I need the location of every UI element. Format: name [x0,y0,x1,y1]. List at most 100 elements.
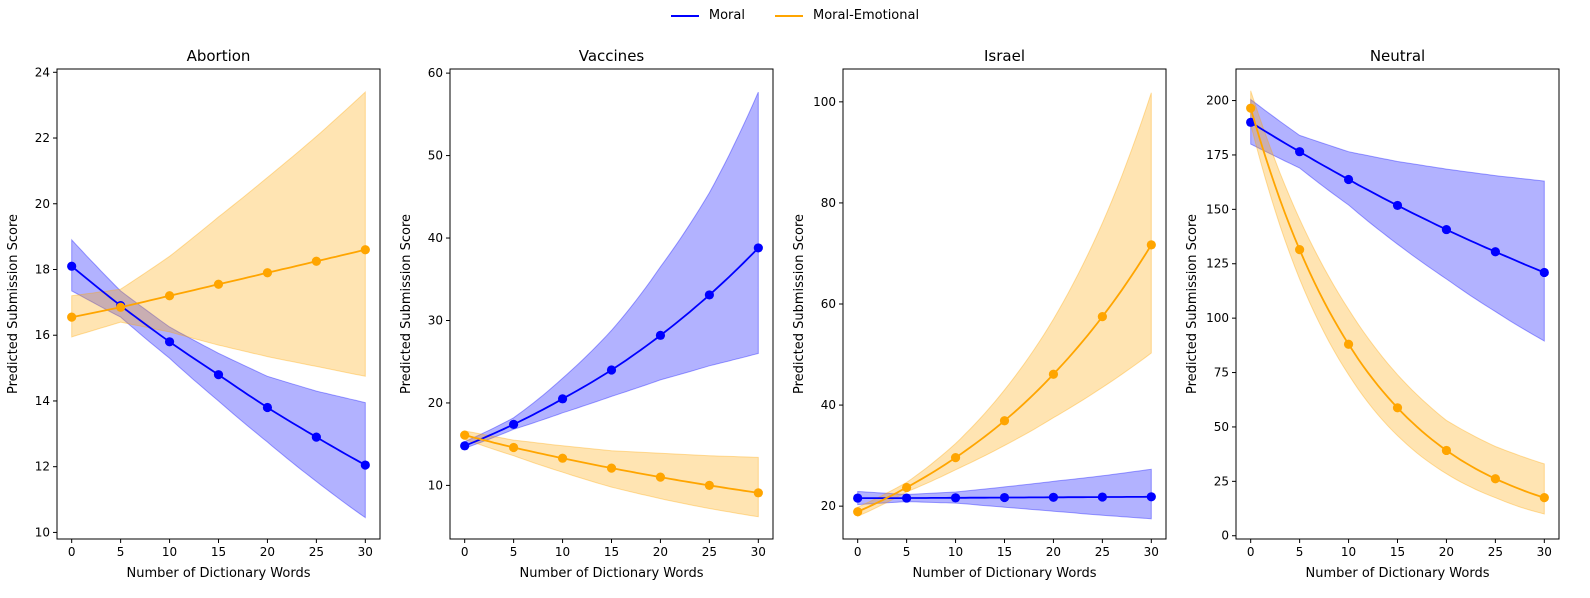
abortion-point-moral-25 [311,432,321,442]
israel-point-moral-20 [1048,492,1059,502]
abortion-xtick-label-0: 0 [68,545,76,559]
israel-title: Israel [984,47,1025,65]
israel-xtick-label-20: 20 [1046,545,1061,559]
abortion-ylabel: Predicted Submission Score [6,214,21,394]
abortion-ytick-label-14: 14 [35,394,50,408]
vaccines-point-moral-emotional-0 [460,430,470,440]
legend-label-moral: Moral [708,8,745,23]
vaccines-point-moral-emotional-20 [655,472,666,482]
neutral-xtick-label-20: 20 [1439,545,1454,559]
abortion-point-moral-emotional-15 [213,279,224,289]
israel-xtick-label-10: 10 [948,545,963,559]
abortion-ytick-label-10: 10 [35,525,50,539]
abortion-point-moral-10 [164,337,175,347]
israel-point-moral-5 [902,493,912,503]
israel-point-moral-emotional-5 [902,482,912,493]
neutral-point-moral-emotional-0 [1246,103,1256,113]
israel-xtick-label-5: 5 [903,545,911,559]
vaccines-point-moral-30 [753,243,763,253]
neutral-point-moral-10 [1343,174,1354,185]
vaccines-ytick-label-30: 30 [428,313,443,327]
israel-point-moral-emotional-10 [950,453,961,463]
neutral-point-moral-25 [1490,247,1500,257]
israel-xlabel: Number of Dictionary Words [912,566,1096,581]
neutral-point-moral-emotional-25 [1490,474,1500,484]
abortion-point-moral-emotional-20 [262,268,273,278]
israel-point-moral-emotional-0 [853,507,863,517]
legend-label-moral-emotional: Moral-Emotional [812,8,920,23]
israel-ytick-label-80: 80 [821,196,836,210]
neutral-point-moral-0 [1246,117,1256,127]
vaccines-xtick-label-20: 20 [653,545,668,559]
abortion-ytick-label-24: 24 [35,65,50,79]
vaccines-point-moral-15 [606,365,617,375]
neutral-ytick-label-75: 75 [1214,366,1229,380]
abortion-xtick-label-15: 15 [211,545,226,559]
neutral-xtick-label-5: 5 [1296,545,1304,559]
abortion-title: Abortion [187,47,251,65]
neutral-ytick-label-125: 125 [1206,257,1229,271]
neutral-ytick-label-50: 50 [1214,420,1229,434]
neutral-point-moral-emotional-15 [1392,403,1403,413]
vaccines-point-moral-0 [460,441,470,451]
vaccines-point-moral-20 [655,330,666,340]
abortion-point-moral-emotional-0 [67,312,77,322]
israel-point-moral-25 [1097,492,1107,502]
abortion-xtick-label-5: 5 [117,545,125,559]
vaccines-xtick-label-10: 10 [555,545,570,559]
vaccines-point-moral-emotional-5 [509,442,519,453]
abortion-point-moral-30 [360,460,370,470]
vaccines-point-moral-emotional-15 [606,463,617,473]
neutral-point-moral-20 [1441,224,1452,235]
neutral-point-moral-emotional-5 [1295,245,1305,255]
neutral-ytick-label-100: 100 [1206,311,1229,325]
vaccines-ytick-label-60: 60 [428,66,443,80]
vaccines-band-moral-emotional [464,430,759,518]
abortion-xlabel: Number of Dictionary Words [126,566,310,581]
israel-point-moral-emotional-15 [999,416,1010,426]
israel-point-moral-15 [999,492,1010,503]
neutral-point-moral-emotional-20 [1441,445,1452,456]
vaccines-point-moral-10 [557,394,568,404]
neutral-xlabel: Number of Dictionary Words [1305,566,1489,581]
neutral-ytick-label-0: 0 [1221,529,1229,543]
abortion-point-moral-emotional-10 [164,291,175,301]
vaccines-ytick-label-10: 10 [428,478,443,492]
abortion-xtick-label-25: 25 [309,545,324,559]
neutral-ytick-label-175: 175 [1206,148,1229,162]
vaccines-ytick-label-20: 20 [428,396,443,410]
neutral-ylabel: Predicted Submission Score [1185,214,1200,394]
abortion-xtick-label-20: 20 [260,545,275,559]
neutral-ytick-label-25: 25 [1214,474,1229,488]
vaccines-ylabel: Predicted Submission Score [399,214,414,394]
israel-point-moral-30 [1146,492,1156,502]
abortion-ytick-label-22: 22 [35,131,50,145]
israel-ytick-label-60: 60 [821,297,836,311]
neutral-xtick-label-25: 25 [1488,545,1503,559]
abortion-point-moral-0 [67,261,77,271]
israel-point-moral-0 [853,493,863,503]
neutral-xtick-label-30: 30 [1537,545,1552,559]
neutral-point-moral-emotional-30 [1539,493,1549,503]
israel-band-moral-emotional [857,92,1152,518]
vaccines-point-moral-25 [704,290,714,300]
abortion-xtick-label-10: 10 [162,545,177,559]
israel-point-moral-emotional-20 [1048,369,1059,379]
neutral-point-moral-15 [1392,200,1403,211]
legend-item-moral-emotional: Moral-Emotional [774,8,920,23]
abortion-point-moral-15 [213,370,224,380]
vaccines-xtick-label-5: 5 [510,545,518,559]
vaccines-title: Vaccines [579,47,645,65]
abortion-ytick-label-12: 12 [35,460,50,474]
vaccines-point-moral-5 [509,419,519,429]
legend-item-moral: Moral [670,8,745,23]
vaccines-point-moral-emotional-25 [704,480,714,491]
abortion-xtick-label-30: 30 [358,545,373,559]
neutral-point-moral-30 [1539,267,1549,278]
neutral-ytick-label-200: 200 [1206,94,1229,108]
neutral-band-moral [1250,98,1545,342]
israel-point-moral-emotional-30 [1146,240,1156,250]
legend-swatch-moral [670,14,699,17]
israel-xtick-label-30: 30 [1144,545,1159,559]
